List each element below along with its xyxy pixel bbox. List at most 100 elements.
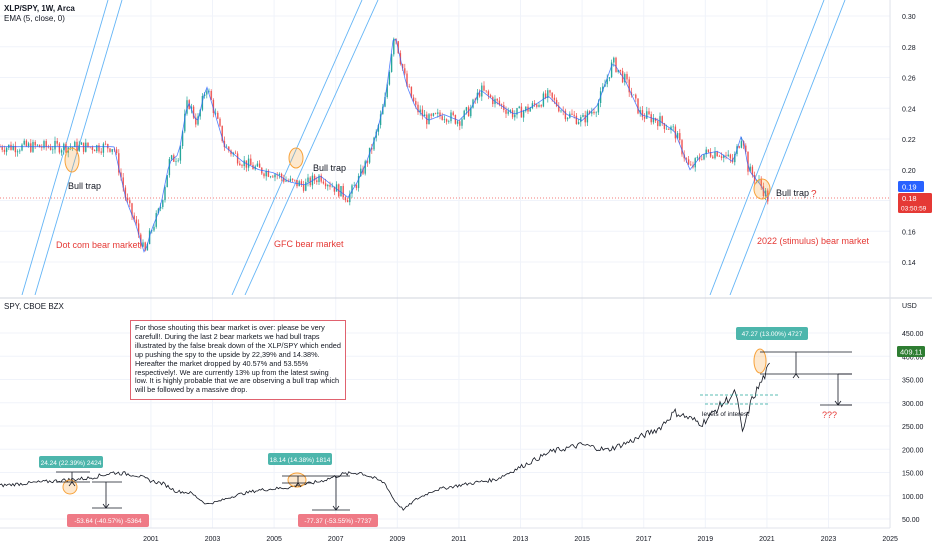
xlp-candle-body <box>745 145 747 152</box>
xlp-candle-body <box>366 161 369 163</box>
top-legend-symbol[interactable]: XLP/SPY, 1W, Arca <box>4 4 75 13</box>
badge-dotcom-up[interactable]: 24.24 (22.39%) 2424 <box>39 456 103 468</box>
xlp-candle-body <box>225 146 228 148</box>
x-tick-label[interactable]: 2005 <box>266 536 282 543</box>
bull-trap-circle[interactable] <box>288 147 304 169</box>
x-tick-label[interactable]: 2025 <box>882 536 898 543</box>
channel-line[interactable] <box>244 0 379 295</box>
xlp-candle-body <box>296 179 298 187</box>
xlp-candle-body <box>529 108 531 112</box>
badge-dotcom-down[interactable]: -53.64 (-40.57%) -5364 <box>67 514 149 527</box>
xlp-candle-body <box>294 179 296 181</box>
x-tick-label[interactable]: 2003 <box>205 536 221 543</box>
channel-line[interactable] <box>709 0 825 295</box>
current-up-measure-arrowhead <box>792 373 800 379</box>
xlp-candle-body <box>665 128 668 130</box>
channel-line[interactable] <box>729 0 846 295</box>
ema-line[interactable] <box>0 38 769 253</box>
xlp-candle-body <box>571 113 573 115</box>
bull-trap-circle[interactable] <box>64 147 80 173</box>
xlp-candle-body <box>302 184 305 191</box>
xlp-candle-body <box>573 114 575 116</box>
xlp-candle-body <box>228 146 230 151</box>
x-tick-label[interactable]: 2015 <box>574 536 590 543</box>
bull-trap-label-gfc: Bull trap <box>313 163 346 173</box>
xlp-candle-body <box>448 121 450 122</box>
badge-gfc-up[interactable]: 18.14 (14.38%) 1814 <box>268 453 332 465</box>
xlp-candle-body <box>386 84 388 98</box>
xlp-candle-body <box>164 187 166 201</box>
top-legend-ema[interactable]: EMA (5, close, 0) <box>4 14 65 23</box>
xlp-candle-body <box>531 103 534 109</box>
xlp-candle-body <box>43 141 45 148</box>
bottom-legend-symbol: SPY, CBOE BZX <box>4 302 64 311</box>
xlp-candle-body <box>34 141 36 146</box>
xlp-candle-body <box>192 106 195 118</box>
xlp-candle-body <box>742 141 745 146</box>
xlp-candle-body <box>619 69 622 71</box>
xlp-candle-body <box>498 100 501 105</box>
xlp-candle-body <box>41 147 43 148</box>
x-tick-label[interactable]: 2011 <box>451 536 466 543</box>
xlp-candle-body <box>179 146 182 161</box>
spy-price-line[interactable] <box>0 362 770 511</box>
xlp-candle-body <box>153 226 155 231</box>
bottom-legend[interactable]: SPY, CBOE BZX <box>4 302 64 312</box>
badge-gfc-down[interactable]: -77.37 (-53.55%) -7737 <box>298 514 378 527</box>
xlp-candle-body <box>487 91 490 96</box>
x-tick-label[interactable]: 2001 <box>143 536 159 543</box>
badge-current-up[interactable]: 47.27 (13.00%) 4727 <box>736 327 808 340</box>
xlp-candle-body <box>52 149 54 151</box>
top-legend: XLP/SPY, 1W, Arca EMA (5, close, 0) <box>4 4 75 24</box>
channel-line[interactable] <box>231 0 363 295</box>
spy-last-price-label: 409.11 <box>897 346 925 357</box>
xlp-candle-body <box>615 57 617 73</box>
xlp-candle-body <box>23 140 25 145</box>
xlp-candle-body <box>643 116 646 119</box>
x-tick-label[interactable]: 2017 <box>636 536 652 543</box>
top-y-tick-label: 0.28 <box>902 45 916 52</box>
xlp-candle-body <box>419 109 421 113</box>
xlp-candle-body <box>591 111 593 114</box>
xlp-candle-body <box>701 159 703 160</box>
gfc-bear-label: GFC bear market <box>274 239 344 249</box>
xlp-candle-body <box>30 143 32 152</box>
question-marks: ??? <box>822 410 837 420</box>
xlp-candle-body <box>456 121 459 124</box>
bottom-y-tick-label: 300.00 <box>902 401 924 408</box>
xlp-candle-body <box>725 155 727 157</box>
x-tick-label[interactable]: 2009 <box>390 536 406 543</box>
x-tick-label[interactable]: 2013 <box>513 536 529 543</box>
xlp-candle-body <box>14 145 17 153</box>
xlp-candle-body <box>362 168 364 174</box>
xlp-candle-body <box>472 99 474 108</box>
x-tick-label[interactable]: 2007 <box>328 536 344 543</box>
xlp-candle-body <box>256 163 259 167</box>
xlp-candle-body <box>602 86 604 92</box>
bull-trap-circle[interactable] <box>753 178 771 200</box>
spy-trap-circle[interactable] <box>287 472 307 488</box>
xlp-candle-body <box>478 92 481 97</box>
xlp-candle-body <box>263 173 265 177</box>
xlp-candle-body <box>214 112 217 114</box>
xlp-candle-body <box>217 112 219 119</box>
x-tick-label[interactable]: 2019 <box>698 536 714 543</box>
x-tick-label[interactable]: 2021 <box>759 536 775 543</box>
xlp-candle-body <box>610 62 613 78</box>
spy-trap-circle[interactable] <box>753 348 767 374</box>
xlp-candle-body <box>239 163 241 166</box>
xlp-candle-body <box>373 137 375 150</box>
xlp-candle-body <box>144 242 146 251</box>
xlp-candle-body <box>243 160 245 167</box>
xlp-candle-body <box>417 104 419 113</box>
x-tick-label[interactable]: 2023 <box>821 536 837 543</box>
channel-line[interactable] <box>21 0 109 295</box>
bull-trap-label-dotcom: Bull trap <box>68 181 101 191</box>
xlp-candle-body <box>421 109 424 117</box>
xlp-candle-body <box>329 184 331 187</box>
xlp-candle-body <box>98 145 100 152</box>
xlp-candle-body <box>135 219 138 224</box>
xlp-candle-body <box>10 144 12 150</box>
xlp-candle-body <box>104 143 107 145</box>
xlp-candle-body <box>714 151 716 159</box>
